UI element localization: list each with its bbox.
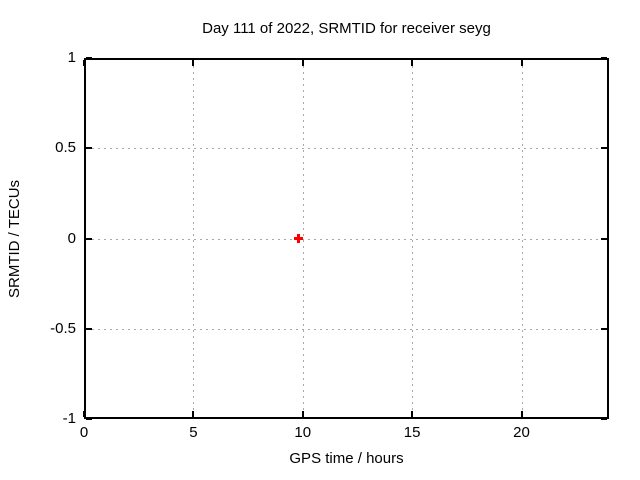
x-tick-label: 10 — [294, 424, 312, 441]
plot-area — [84, 58, 609, 419]
y-tick-mark-right — [601, 327, 607, 330]
y-tick-mark-right — [601, 147, 607, 150]
x-tick-label: 0 — [79, 424, 89, 441]
y-tick-mark-right — [601, 237, 607, 240]
y-tick-mark-left — [86, 327, 92, 330]
x-tick-mark-bottom — [520, 411, 523, 417]
y-tick-label: 1 — [67, 49, 76, 66]
gridline-horizontal — [86, 148, 607, 150]
gridline-horizontal — [86, 328, 607, 330]
x-tick-mark-top — [301, 60, 304, 66]
data-point-marker — [296, 234, 300, 243]
y-tick-label: 0 — [67, 229, 76, 247]
x-tick-mark-bottom — [411, 411, 414, 417]
y-tick-mark-left — [86, 147, 92, 150]
x-tick-mark-top — [411, 60, 414, 66]
y-tick-mark-right — [601, 57, 607, 59]
x-tick-label: 20 — [513, 424, 530, 441]
x-tick-mark-bottom — [192, 411, 195, 417]
y-tick-mark-left — [86, 237, 92, 240]
y-tick-mark-left — [86, 418, 92, 420]
x-axis-label: GPS time / hours — [289, 450, 404, 467]
x-tick-mark-bottom — [301, 411, 304, 417]
y-tick-mark-left — [86, 57, 92, 59]
x-tick-mark-bottom — [83, 411, 85, 417]
x-tick-label: 15 — [403, 424, 421, 441]
gridline-horizontal — [86, 238, 607, 240]
x-tick-label: 5 — [189, 424, 198, 441]
y-tick-label: 0.5 — [55, 139, 76, 157]
y-tick-label: -0.5 — [50, 319, 76, 337]
x-tick-mark-top — [83, 60, 85, 66]
y-tick-mark-right — [601, 418, 607, 420]
y-tick-label: -1 — [62, 410, 76, 427]
x-tick-mark-top — [520, 60, 523, 66]
x-tick-mark-top — [192, 60, 195, 66]
chart-title: Day 111 of 2022, SRMTID for receiver sey… — [202, 20, 491, 37]
